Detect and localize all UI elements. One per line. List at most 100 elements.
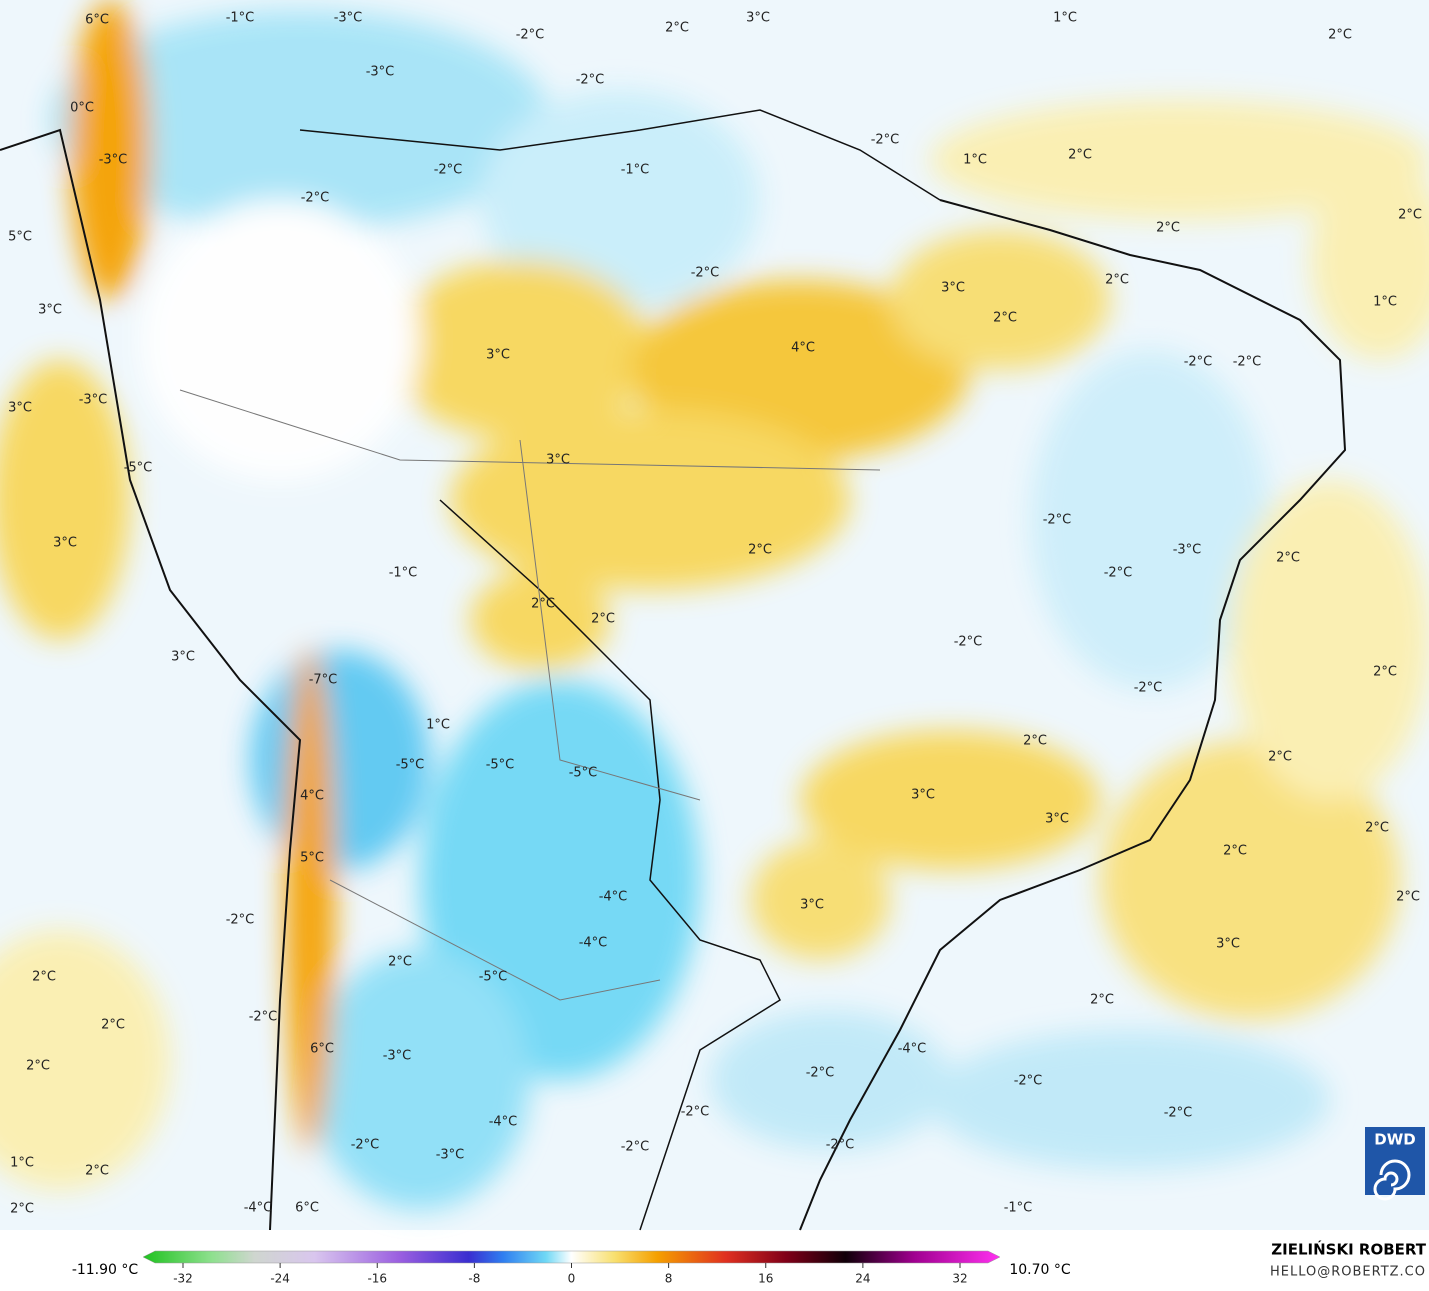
temperature-label: 3°C [800,898,824,913]
temperature-label: -2°C [1233,355,1262,370]
temperature-label: 1°C [426,718,450,733]
temperature-label: 2°C [531,597,555,612]
logo-text: DWD [1374,1131,1415,1149]
temperature-label: 2°C [1365,821,1389,836]
temperature-label: 2°C [1396,890,1420,905]
temperature-label: 4°C [300,789,324,804]
temperature-label: -5°C [486,758,515,773]
temperature-label: 2°C [1373,665,1397,680]
temperature-label: -3°C [79,393,108,408]
temperature-label: 3°C [941,281,965,296]
temperature-label: 3°C [171,650,195,665]
temperature-label: 2°C [32,970,56,985]
temperature-label: -2°C [516,28,545,43]
temperature-label: 2°C [85,1164,109,1179]
temperature-labels: 6°C -1°C -3°C -2°C 2°C 3°C 1°C 2°C -3°C -2°C 0°C -2… [8,11,1422,1217]
temperature-label: -2°C [434,163,463,178]
min-value: -11.90 °C [72,1262,139,1278]
colorbar-tick-label: -32 [173,1272,193,1286]
temperature-label: 2°C [1023,734,1047,749]
colorbar-tick-label: -8 [468,1272,480,1286]
email: HELLO@ROBERTZ.CO [1270,1265,1426,1280]
temperature-label: 2°C [388,955,412,970]
temperature-label: -3°C [334,11,363,26]
temperature-label: -2°C [1184,355,1213,370]
temperature-label: 2°C [591,612,615,627]
temperature-label: -1°C [621,163,650,178]
temperature-label: -2°C [1164,1106,1193,1121]
temperature-label: 2°C [1156,221,1180,236]
temperature-label: -3°C [99,153,128,168]
temperature-label: -2°C [826,1138,855,1153]
temperature-label: -3°C [1173,543,1202,558]
temperature-label: 3°C [8,401,32,416]
temperature-label: 2°C [748,543,772,558]
temperature-label: -5°C [396,758,425,773]
temperature-label: -2°C [1104,566,1133,581]
temperature-label: -2°C [1014,1074,1043,1089]
temperature-label: 2°C [665,21,689,36]
temperature-label: 3°C [53,536,77,551]
temperature-label: -3°C [436,1148,465,1163]
temperature-label: -2°C [691,266,720,281]
temperature-label: 3°C [38,303,62,318]
temperature-label: -2°C [249,1010,278,1025]
colorbar-tick-label: 16 [758,1272,773,1286]
temperature-label: 6°C [85,13,109,28]
temperature-label: -5°C [479,970,508,985]
temperature-label: -5°C [124,461,153,476]
temperature-label: 2°C [1090,993,1114,1008]
temperature-label: -2°C [871,133,900,148]
temperature-label: 2°C [993,311,1017,326]
temperature-label: -1°C [389,566,418,581]
temperature-label: 1°C [1373,295,1397,310]
temperature-label: -1°C [226,11,255,26]
temperature-label: 2°C [1398,208,1422,223]
temperature-label: -2°C [351,1138,380,1153]
temperature-label: -2°C [1134,681,1163,696]
temperature-label: -2°C [1043,513,1072,528]
temperature-label: 2°C [1276,551,1300,566]
temperature-label: -7°C [309,673,338,688]
colorbar-tick-label: 32 [952,1272,967,1286]
temperature-label: 1°C [10,1156,34,1171]
colorbar-tick-label: 8 [665,1272,673,1286]
temperature-label: 2°C [1105,273,1129,288]
colorbar-tick-label: -16 [367,1272,387,1286]
temperature-label: -3°C [366,65,395,80]
temperature-label: -4°C [898,1042,927,1057]
temperature-label: 0°C [70,101,94,116]
temperature-label: -2°C [681,1105,710,1120]
author: ZIELIŃSKI ROBERT [1271,1240,1426,1259]
temperature-label: 6°C [295,1201,319,1216]
temperature-label: 5°C [300,851,324,866]
temperature-label: 2°C [1223,844,1247,859]
temperature-label: 2°C [101,1018,125,1033]
temperature-label: -4°C [579,936,608,951]
temperature-label: -1°C [1004,1201,1033,1216]
temperature-label: -3°C [383,1049,412,1064]
temperature-label: -2°C [621,1140,650,1155]
dwd-logo: DWD [1365,1127,1425,1201]
temperature-label: -4°C [489,1115,518,1130]
colorbar-tick-label: 24 [855,1272,870,1286]
temperature-label: -4°C [244,1201,273,1216]
colorbar-tick-label: -24 [270,1272,290,1286]
temperature-label: 1°C [1053,11,1077,26]
temperature-label: 3°C [486,348,510,363]
temperature-label: -2°C [806,1066,835,1081]
temperature-label: -4°C [599,890,628,905]
temperature-label: 2°C [26,1059,50,1074]
temperature-label: 1°C [963,153,987,168]
temperature-label: -5°C [569,766,598,781]
max-value: 10.70 °C [1009,1262,1071,1278]
temperature-label: -2°C [576,73,605,88]
temperature-label: 6°C [310,1042,334,1057]
temperature-label: 2°C [10,1202,34,1217]
temperature-label: 4°C [791,341,815,356]
temperature-label: 3°C [1045,812,1069,827]
temperature-label: 5°C [8,230,32,245]
temperature-label: 3°C [911,788,935,803]
